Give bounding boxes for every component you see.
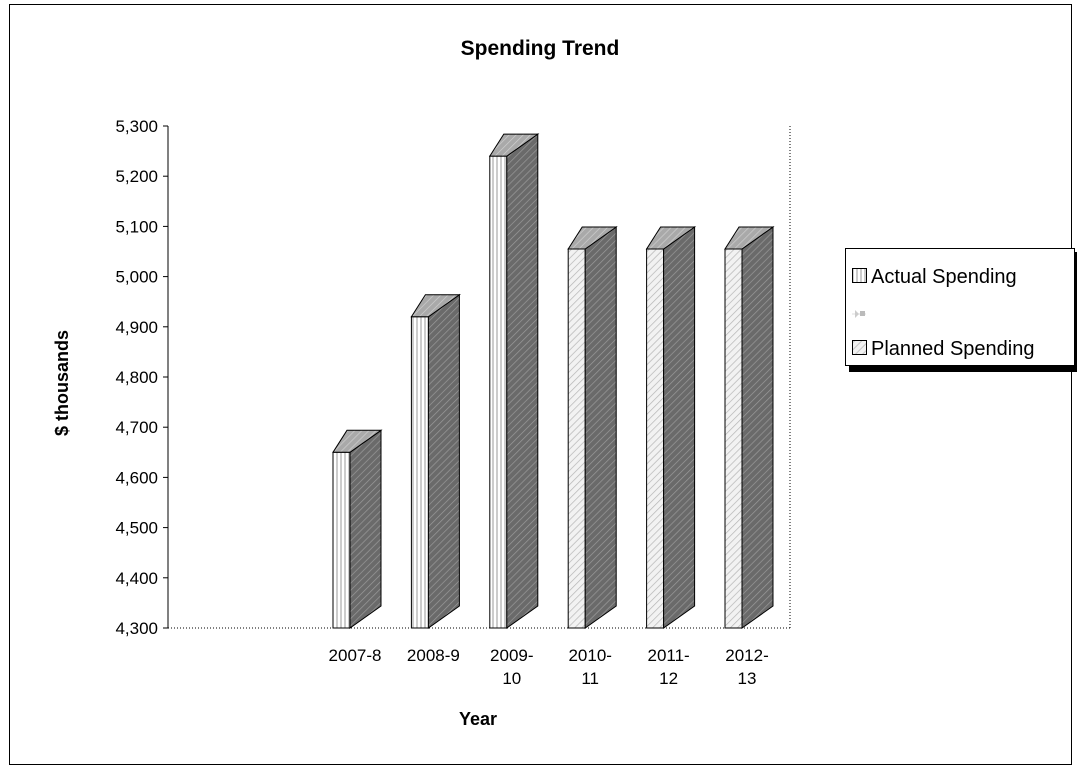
x-category-label: 11	[581, 669, 599, 688]
x-category-label: 2010-	[568, 646, 611, 665]
x-category-label: 13	[738, 669, 757, 688]
legend-label-actual: Actual Spending	[871, 266, 1017, 288]
bar-side-face	[663, 226, 696, 629]
y-tick-label: 4,800	[115, 368, 158, 387]
x-axis-labels: 2007-8 2008-9 2009- 10 2010- 11 2011- 12 2012- 13	[329, 646, 769, 688]
y-tick-label: 5,000	[115, 268, 158, 287]
bar-top-face	[332, 429, 383, 453]
x-axis-title: Year	[459, 709, 497, 729]
y-tick-label: 4,600	[115, 468, 158, 487]
x-category-label: 10	[502, 669, 521, 688]
bar-top-face	[410, 294, 461, 318]
x-category-label: 2011-	[647, 646, 689, 665]
bar-top-face	[488, 133, 540, 157]
y-tick-label: 5,300	[115, 117, 158, 136]
legend-label-planned: Planned Spending	[871, 338, 1034, 360]
y-axis-ticks: 4,300 4,400 4,500 4,600 4,700 4,800 4,900 5,000…	[115, 117, 168, 638]
y-tick-label: 4,400	[115, 569, 158, 588]
bar-side-face	[741, 226, 774, 629]
bar-top-face	[724, 226, 775, 250]
chart-title: Spending Trend	[461, 37, 620, 60]
bar-front-face	[646, 248, 665, 629]
x-category-label: 2007-8	[329, 646, 382, 665]
bar-side-face	[349, 429, 382, 629]
bar-front-face	[724, 248, 743, 629]
bar-side-face	[506, 133, 539, 629]
legend-empty-entry-icon	[852, 310, 866, 318]
y-axis-title: $ thousands	[52, 330, 72, 436]
y-tick-label: 4,300	[115, 619, 158, 638]
x-category-label: 2008-9	[407, 646, 460, 665]
y-tick-label: 4,700	[115, 418, 158, 437]
y-tick-label: 5,200	[115, 167, 158, 186]
legend-box	[845, 248, 1075, 366]
legend: Actual Spending Planned Spending	[845, 248, 1077, 372]
chart-frame	[9, 4, 1072, 765]
legend-swatch-planned	[852, 340, 867, 355]
x-category-label: 2009-	[490, 646, 533, 665]
x-category-label: 12	[659, 669, 678, 688]
bar-front-face	[410, 316, 429, 629]
legend-swatch-actual	[852, 268, 867, 283]
bar-front-face	[567, 248, 586, 629]
bar-top-face	[567, 226, 618, 250]
y-tick-label: 4,900	[115, 318, 158, 337]
y-tick-label: 4,500	[115, 519, 158, 538]
bar-top-face	[645, 226, 697, 250]
bar-side-face	[584, 226, 617, 629]
bar-side-face	[427, 293, 460, 629]
y-tick-label: 5,100	[115, 217, 158, 236]
x-category-label: 2012-	[725, 646, 768, 665]
bar-front-face	[489, 155, 508, 629]
bars-group	[332, 133, 775, 629]
bar-front-face	[332, 451, 351, 629]
